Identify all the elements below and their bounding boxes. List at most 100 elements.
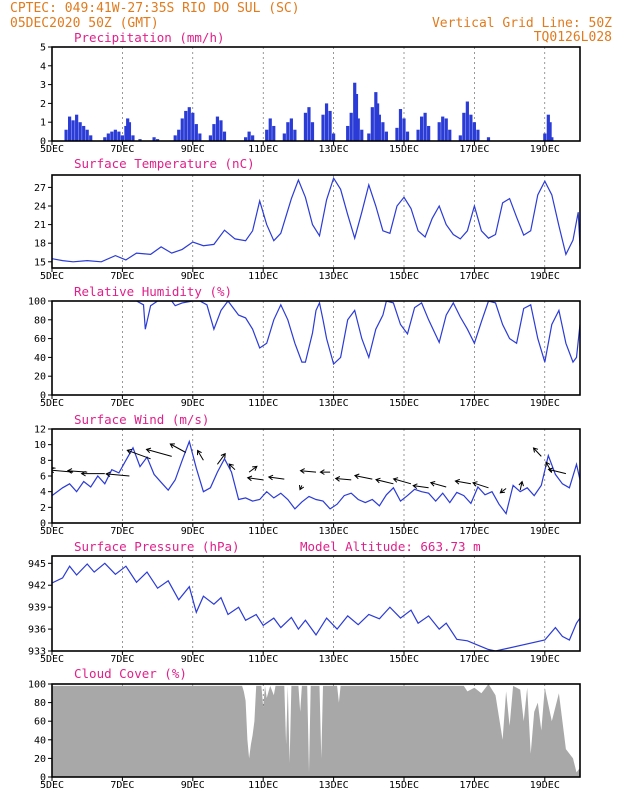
- precip-ytick-label-2: 2: [40, 99, 46, 110]
- precip-bar-58: [370, 107, 374, 141]
- precip-bar-14: [124, 125, 128, 141]
- wind-arrow-17: [334, 476, 352, 482]
- precip-bar-71: [427, 125, 431, 141]
- precip-bar-44: [303, 112, 308, 141]
- wind-xtick-label-7: 19DEC: [530, 526, 560, 537]
- wind-arrow-8: [197, 449, 204, 461]
- rh-xtick-label-6: 17DEC: [459, 398, 489, 409]
- precip-bar-9: [106, 133, 110, 141]
- precip-bar-37: [265, 129, 269, 141]
- precip-xtick-label-1: 7DEC: [110, 144, 134, 155]
- precip-bar-53: [353, 82, 357, 141]
- precip-xtick-label-0: 5DEC: [40, 144, 64, 155]
- precip-bar-70: [423, 112, 427, 141]
- precip-bar-28: [198, 133, 202, 141]
- precip-bar-33: [222, 131, 227, 141]
- precip-xtick-label-2: 9DEC: [181, 144, 205, 155]
- panel-cloud-cover: Cloud Cover (%) 0 20 40 60 80 100 5DEC 7DEC 9DEC…: [28, 666, 581, 791]
- precipitation-title: Precipitation (mm/h): [74, 30, 225, 45]
- precip-bar-0: [64, 129, 68, 141]
- precip-bar-1: [68, 116, 72, 141]
- pres-xtick-label-1: 7DEC: [110, 654, 134, 665]
- rh-frame: [51, 300, 581, 396]
- cloud-area: [52, 684, 580, 777]
- humidity-title: Relative Humidity (%): [74, 284, 232, 299]
- temp-xtick-label-6: 17DEC: [459, 271, 489, 282]
- precip-bar-86: [550, 137, 554, 141]
- header-station: CPTEC: 049:41W-27:35S RIO DO SUL (SC): [10, 1, 300, 16]
- wind-xtick-label-1: 7DEC: [110, 526, 134, 537]
- precip-bar-60: [376, 103, 380, 141]
- header: CPTEC: 049:41W-27:35S RIO DO SUL (SC) 05…: [10, 1, 612, 45]
- wind-arrow-23: [454, 478, 471, 485]
- wind-title: Surface Wind (m/s): [74, 412, 209, 427]
- precip-bar-48: [324, 103, 329, 141]
- precip-bar-82: [486, 137, 491, 141]
- pres-ytick-label-1: 936: [28, 625, 46, 636]
- precip-bar-80: [472, 122, 476, 141]
- precip-bar-47: [321, 114, 325, 141]
- wind-arrow-10: [228, 463, 236, 471]
- precip-bar-46: [310, 122, 315, 141]
- precip-bar-62: [381, 122, 385, 141]
- wind-arrow-5: [126, 448, 151, 460]
- precip-bar-63: [384, 131, 388, 141]
- precip-bar-23: [180, 118, 184, 141]
- wind-arrow-3: [80, 470, 105, 477]
- cloud-frame: [51, 683, 581, 778]
- temp-xtick-label-2: 9DEC: [181, 271, 205, 282]
- precip-bar-35: [247, 131, 251, 141]
- cloud-xtick-label-1: 7DEC: [110, 780, 134, 791]
- precip-bar-22: [177, 129, 181, 141]
- precip-bar-56: [360, 129, 364, 141]
- cloud-ytick-label-5: 100: [28, 680, 46, 691]
- pressure-title: Surface Pressure (hPa): [74, 539, 240, 554]
- model-altitude: Model Altitude: 663.73 m: [300, 539, 481, 554]
- temp-ytick-label-4: 27: [34, 183, 46, 194]
- precip-bar-29: [208, 135, 212, 141]
- precip-bar-20: [156, 139, 160, 141]
- cloud-ytick-label-4: 80: [34, 698, 46, 709]
- cloud-ytick-label-3: 60: [34, 717, 46, 728]
- temp-xtick-label-7: 19DEC: [530, 271, 560, 282]
- precip-bar-64: [395, 127, 399, 141]
- precip-bar-4: [78, 122, 82, 141]
- wind-ytick-label-5: 10: [34, 440, 46, 451]
- rh-ytick-label-2: 40: [34, 353, 46, 364]
- panel-pressure: Surface Pressure (hPa) Model Altitude: 6…: [28, 539, 581, 665]
- precip-bar-51: [346, 125, 350, 141]
- wind-ytick-label-4: 8: [40, 456, 46, 467]
- precip-ytick-label-3: 3: [40, 80, 46, 91]
- temp-frame: [51, 174, 581, 269]
- precip-bar-59: [374, 92, 378, 141]
- wind-arrow-4: [105, 471, 130, 478]
- precip-bar-40: [282, 133, 286, 141]
- precip-bar-41: [286, 122, 290, 141]
- wind-xtick-label-0: 5DEC: [40, 526, 64, 537]
- wind-ytick-label-3: 6: [40, 472, 46, 483]
- rh-ytick-label-3: 60: [34, 334, 46, 345]
- wind-arrows: [52, 443, 567, 494]
- precip-bar-16: [127, 122, 132, 141]
- rh-xtick-label-1: 7DEC: [110, 398, 134, 409]
- precip-bar-21: [173, 135, 177, 141]
- precip-ytick-label-0: 0: [40, 137, 46, 148]
- precip-bar-31: [215, 116, 220, 141]
- pres-xtick-label-4: 13DEC: [319, 654, 349, 665]
- precip-bar-49: [328, 110, 332, 141]
- precip-bar-15: [126, 118, 130, 141]
- rh-ytick-label-5: 100: [28, 297, 46, 308]
- wind-arrow-20: [392, 477, 412, 485]
- precip-bar-18: [138, 139, 142, 141]
- wind-ytick-label-1: 2: [40, 503, 46, 514]
- precip-bar-84: [546, 114, 550, 141]
- pres-line: [52, 562, 580, 651]
- wind-arrow-16: [319, 469, 331, 475]
- precip-bar-39: [272, 125, 276, 141]
- wind-arrow-24: [472, 481, 489, 489]
- precip-bar-73: [441, 116, 445, 141]
- precip-xtick-label-7: 19DEC: [530, 144, 560, 155]
- cloud-cover-title: Cloud Cover (%): [74, 666, 187, 681]
- precip-bar-67: [405, 131, 410, 141]
- precip-bar-76: [458, 135, 462, 141]
